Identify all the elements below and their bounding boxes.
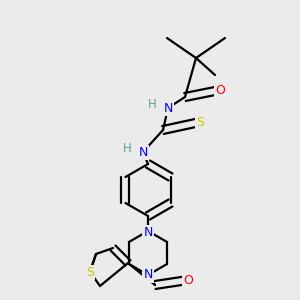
Text: N: N (143, 226, 153, 238)
Text: N: N (138, 146, 148, 158)
Text: S: S (196, 116, 204, 128)
Text: S: S (86, 266, 94, 278)
Text: O: O (183, 274, 193, 286)
Text: H: H (148, 98, 156, 112)
Text: O: O (215, 83, 225, 97)
Text: N: N (143, 268, 153, 281)
Text: N: N (163, 101, 173, 115)
Text: H: H (123, 142, 131, 154)
